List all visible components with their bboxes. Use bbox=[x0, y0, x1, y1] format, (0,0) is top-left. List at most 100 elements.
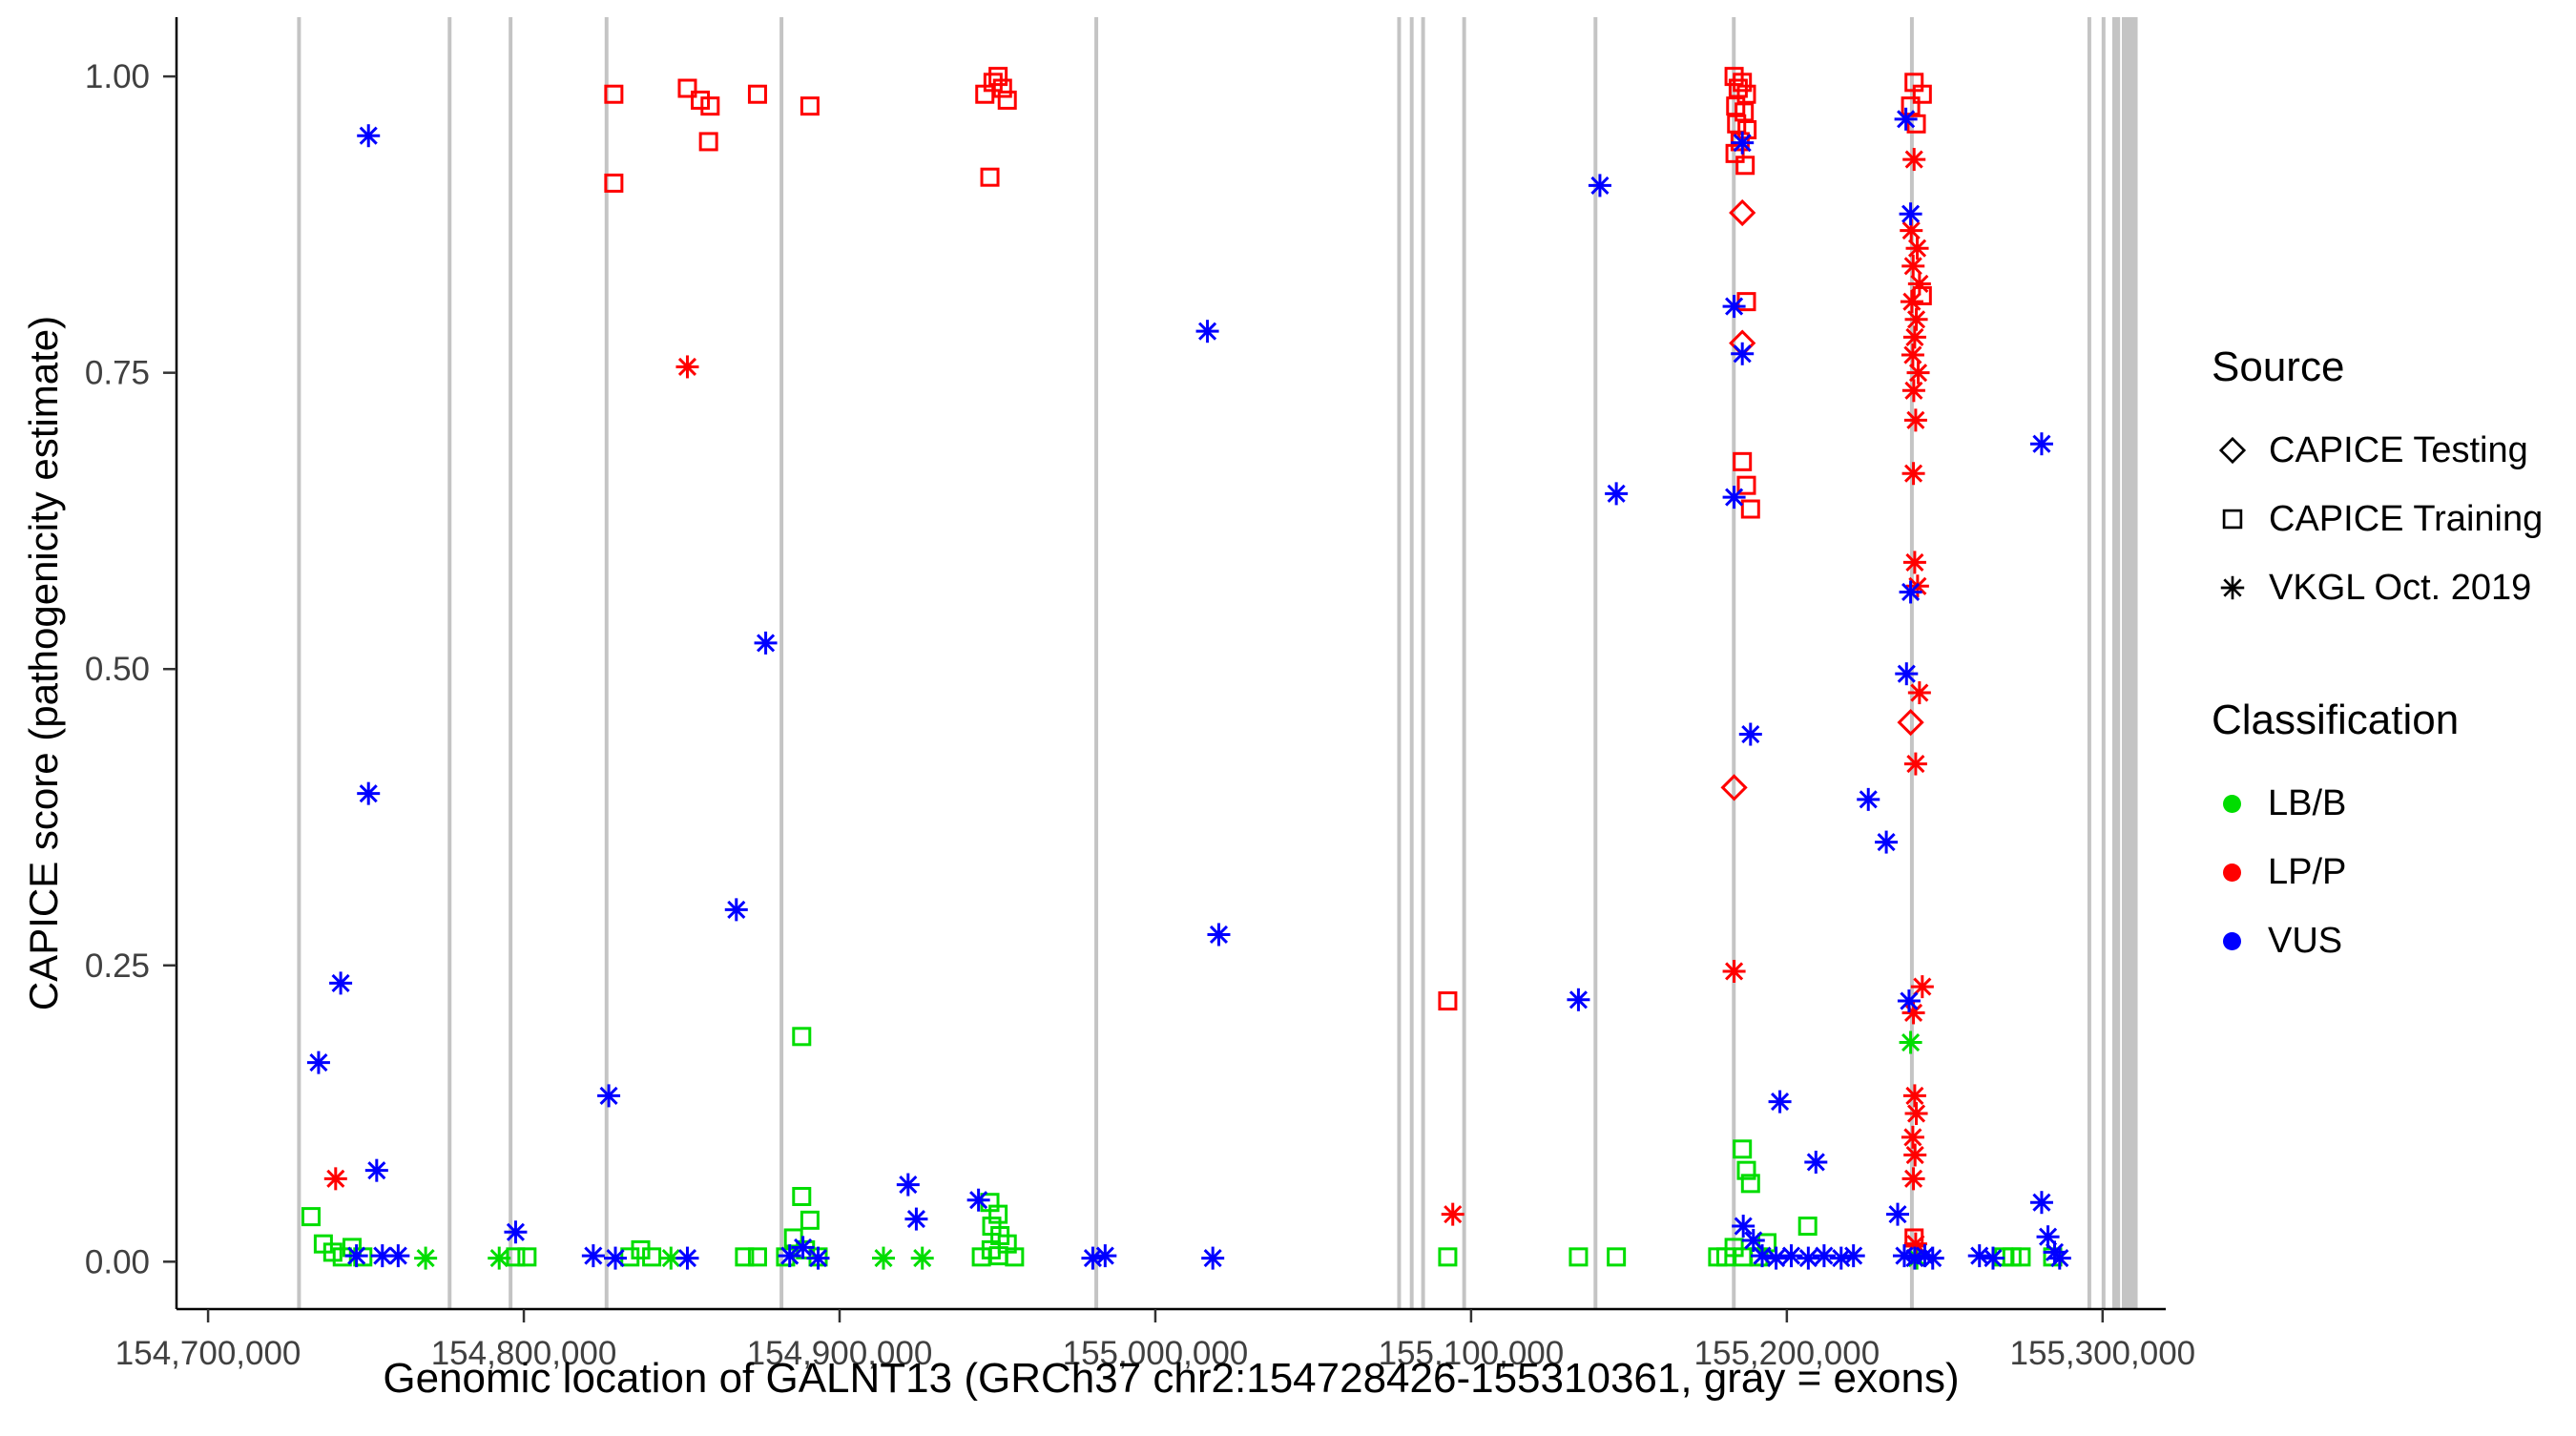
data-point bbox=[800, 1210, 820, 1230]
exon-band bbox=[1409, 17, 1414, 1309]
data-point bbox=[1779, 1244, 1803, 1268]
y-tick-label: 1.00 bbox=[85, 58, 150, 95]
legend-item-capice-training: CAPICE Training bbox=[2212, 485, 2543, 553]
y-tick-label: 0.50 bbox=[85, 651, 150, 688]
data-point bbox=[517, 1247, 537, 1267]
data-point bbox=[504, 1220, 528, 1244]
data-point bbox=[2029, 1191, 2053, 1215]
legend-item-label: VKGL Oct. 2019 bbox=[2269, 567, 2532, 608]
diamond-open-icon bbox=[2212, 429, 2254, 471]
data-point bbox=[1738, 722, 1762, 746]
data-point bbox=[806, 1246, 830, 1270]
data-point bbox=[675, 355, 699, 379]
data-point bbox=[1741, 1228, 1765, 1252]
data-point bbox=[1900, 219, 1923, 242]
data-point bbox=[1899, 202, 1922, 226]
data-point bbox=[1875, 830, 1899, 854]
data-point bbox=[1722, 486, 1746, 510]
legend-item-label: LB/B bbox=[2268, 782, 2347, 823]
x-axis-title: Genomic location of GALNT13 (GRCh37 chr2… bbox=[383, 1355, 1960, 1402]
data-point bbox=[488, 1246, 511, 1270]
data-point bbox=[1905, 237, 1929, 260]
data-point bbox=[1567, 988, 1590, 1011]
data-point bbox=[1886, 1202, 1910, 1226]
legend-item-lpp: LP/P bbox=[2212, 838, 2543, 906]
data-point bbox=[1981, 1246, 2005, 1270]
exon-band bbox=[1094, 17, 1099, 1309]
data-point bbox=[1751, 1244, 1775, 1268]
exon-band bbox=[2101, 17, 2106, 1309]
data-point bbox=[659, 1246, 683, 1270]
data-point bbox=[791, 1236, 815, 1259]
x-tick-label: 154,900,000 bbox=[747, 1335, 933, 1372]
data-point bbox=[1005, 1247, 1025, 1267]
exon-band bbox=[2087, 17, 2091, 1309]
data-point bbox=[604, 84, 624, 104]
data-point bbox=[992, 78, 1012, 98]
data-point bbox=[604, 1246, 628, 1270]
data-point bbox=[2029, 432, 2053, 456]
data-point bbox=[1722, 295, 1746, 319]
data-point bbox=[1903, 1143, 1927, 1167]
y-tick-label: 0.00 bbox=[85, 1243, 150, 1280]
data-point bbox=[1903, 752, 1927, 776]
data-point bbox=[904, 1207, 928, 1231]
x-tick-label: 155,100,000 bbox=[1379, 1335, 1565, 1372]
data-point bbox=[691, 90, 711, 110]
exon-band bbox=[1397, 17, 1402, 1309]
series-vkgl-lbb bbox=[414, 1030, 1929, 1270]
legend-item-lbb: LB/B bbox=[2212, 769, 2543, 838]
asterisk-icon bbox=[2212, 567, 2254, 609]
data-point bbox=[329, 971, 353, 995]
square-open-icon bbox=[2212, 498, 2254, 540]
legend-classification-block: Classification LB/B LP/P VUS bbox=[2212, 697, 2543, 975]
data-point bbox=[747, 1247, 767, 1267]
legend-item-vkgl: VKGL Oct. 2019 bbox=[2212, 553, 2543, 622]
legend-item-vus: VUS bbox=[2212, 906, 2543, 975]
data-point bbox=[792, 1186, 812, 1206]
data-point bbox=[700, 96, 720, 116]
data-point bbox=[988, 1204, 1008, 1224]
data-point bbox=[1901, 1125, 1924, 1149]
data-point bbox=[1902, 551, 1926, 574]
data-point bbox=[1899, 1030, 1922, 1054]
data-point bbox=[1901, 1167, 1925, 1191]
data-point bbox=[1910, 975, 1934, 999]
exon-band bbox=[1593, 17, 1598, 1309]
data-point bbox=[364, 1158, 388, 1182]
data-point bbox=[966, 1188, 990, 1212]
data-point bbox=[1901, 254, 1925, 278]
data-point bbox=[1907, 681, 1931, 705]
legend-item-label: VUS bbox=[2268, 920, 2343, 961]
legend-classification-title: Classification bbox=[2212, 697, 2460, 743]
legend-item-label: LP/P bbox=[2268, 851, 2347, 892]
data-point bbox=[1901, 379, 1925, 403]
data-point bbox=[910, 1246, 934, 1270]
data-point bbox=[1438, 1247, 1458, 1267]
data-point bbox=[1733, 73, 1753, 93]
data-point bbox=[1903, 408, 1927, 432]
data-point bbox=[357, 781, 381, 805]
data-point bbox=[1921, 1246, 1944, 1270]
data-point bbox=[2047, 1246, 2071, 1270]
data-point bbox=[581, 1244, 605, 1268]
data-point bbox=[1195, 320, 1219, 343]
data-point bbox=[1588, 174, 1611, 198]
data-point bbox=[1607, 1247, 1627, 1267]
series-vkgl-vus bbox=[306, 107, 2071, 1270]
data-point bbox=[872, 1246, 896, 1270]
data-point bbox=[1902, 325, 1926, 349]
y-tick-label: 0.25 bbox=[85, 947, 150, 985]
legend-item-label: CAPICE Training bbox=[2269, 498, 2544, 539]
exon-band bbox=[2121, 17, 2138, 1309]
data-point bbox=[792, 1027, 812, 1047]
vus-dot-icon bbox=[2223, 931, 2241, 950]
data-point bbox=[1201, 1246, 1225, 1270]
data-point bbox=[778, 1244, 801, 1268]
data-point bbox=[1901, 462, 1925, 486]
data-point bbox=[386, 1244, 410, 1268]
data-point bbox=[1729, 198, 1756, 227]
x-tick-label: 155,300,000 bbox=[2009, 1335, 2195, 1372]
data-point bbox=[1895, 662, 1919, 686]
